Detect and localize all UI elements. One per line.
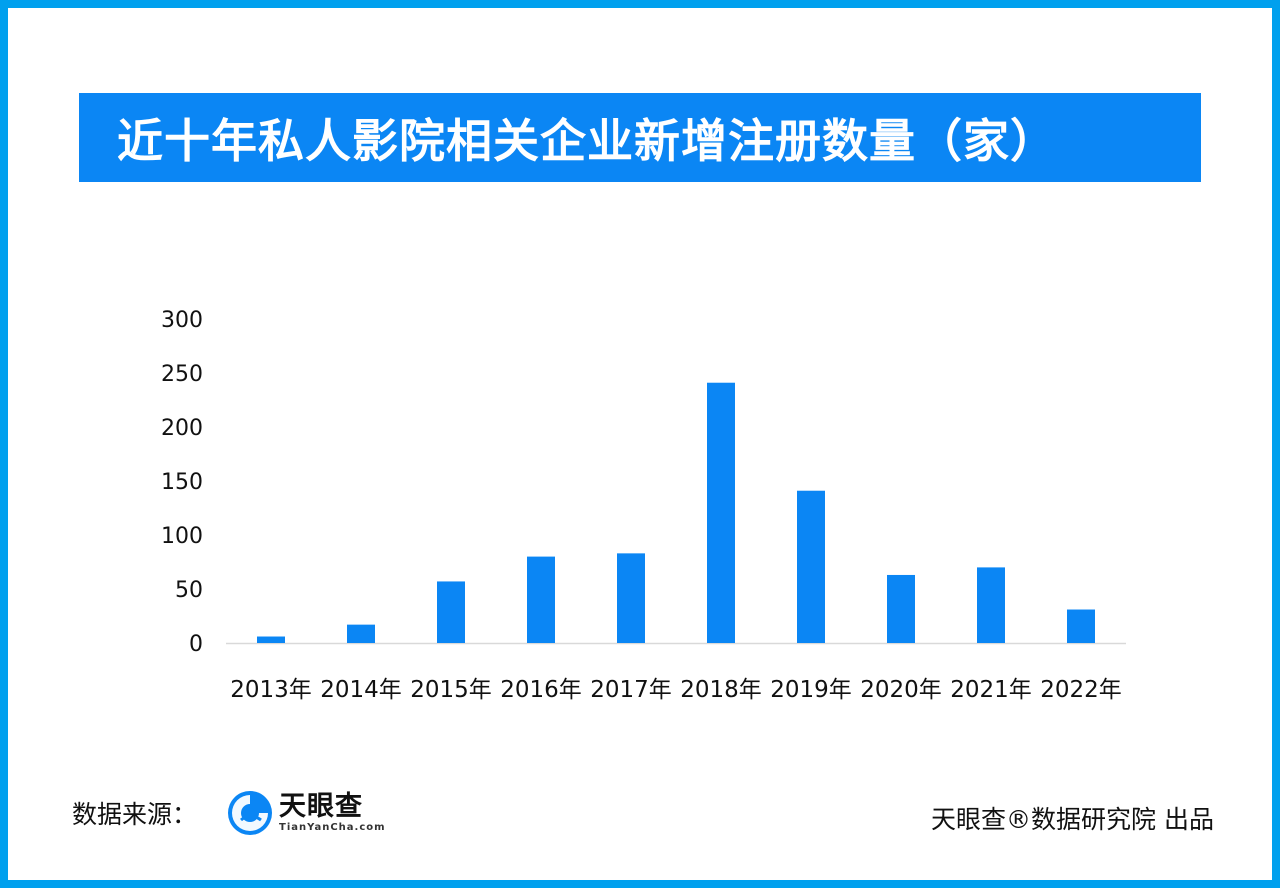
x-tick-label: 2015年: [410, 677, 492, 703]
bar: [977, 567, 1005, 643]
x-tick-label: 2017年: [590, 677, 672, 703]
bar: [257, 636, 285, 643]
tianyancha-logo: 天眼查 TianYanCha.com: [227, 790, 386, 836]
x-tick-label: 2018年: [680, 677, 762, 703]
bar: [707, 382, 735, 643]
tianyancha-logo-icon: [228, 791, 273, 835]
x-tick-label: 2013年: [230, 677, 312, 703]
x-tick-label: 2020年: [860, 677, 942, 703]
bar: [887, 574, 915, 643]
y-tick-label: 200: [161, 416, 203, 441]
y-tick-label: 100: [161, 524, 203, 549]
x-tick-label: 2016年: [500, 677, 582, 703]
y-tick-label: 250: [161, 362, 203, 387]
y-tick-label: 0: [189, 632, 203, 657]
y-tick-label: 50: [175, 578, 203, 603]
x-tick-label: 2014年: [320, 677, 402, 703]
x-tick-label: 2022年: [1040, 677, 1122, 703]
bar: [1067, 609, 1095, 643]
credit-text: 天眼查®数据研究院 出品: [931, 805, 1214, 834]
chart-title: 近十年私人影院相关企业新增注册数量（家）: [117, 113, 1057, 168]
data-source: 数据来源： 天眼查 TianYanCha.com: [72, 790, 386, 836]
x-tick-label: 2019年: [770, 677, 852, 703]
bar: [617, 553, 645, 643]
title-banner: 近十年私人影院相关企业新增注册数量（家）: [79, 93, 1201, 182]
y-tick-label: 300: [161, 308, 203, 333]
bar: [347, 624, 375, 643]
bar: [797, 490, 825, 643]
x-tick-label: 2021年: [950, 677, 1032, 703]
source-label: 数据来源：: [72, 800, 198, 829]
bar: [437, 581, 465, 643]
logo-domain: TianYanCha.com: [279, 822, 386, 833]
y-tick-label: 150: [161, 470, 203, 495]
bar: [527, 556, 555, 643]
logo-name: 天眼查: [279, 791, 364, 822]
